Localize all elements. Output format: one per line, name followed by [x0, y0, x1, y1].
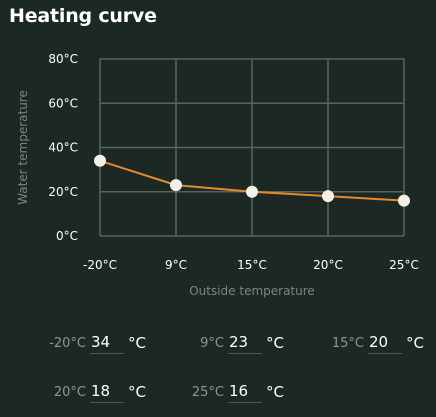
x-tick-label: 25°C	[389, 258, 419, 272]
water-temp-input-minus20[interactable]	[90, 332, 124, 354]
setpoint-label: 20°C	[53, 384, 86, 400]
setpoint-field-3: 15°C °C	[322, 332, 424, 354]
curve-points	[94, 154, 410, 207]
water-temp-input-9[interactable]	[228, 332, 262, 354]
x-axis-ticks: -20°C 9°C 15°C 20°C 25°C	[83, 258, 419, 272]
x-tick-label: 15°C	[237, 258, 267, 272]
setpoint-unit: °C	[128, 334, 146, 352]
heating-curve-chart: 0°C 20°C 40°C 60°C 80°C -20°C 9°C 15°C 20°C 25°C…	[16, 52, 419, 298]
page-title: Heating curve	[9, 5, 157, 27]
x-axis-label: Outside temperature	[189, 284, 315, 298]
setpoint-label: 25°C	[191, 384, 224, 400]
setpoint-label: -20°C	[49, 335, 86, 351]
y-tick-label: 0°C	[56, 229, 78, 243]
setpoint-unit: °C	[266, 334, 284, 352]
x-tick-label: 9°C	[165, 258, 187, 272]
curve-point[interactable]	[322, 190, 334, 203]
curve-point[interactable]	[170, 179, 182, 192]
x-tick-label: 20°C	[313, 258, 343, 272]
setpoint-label: 9°C	[200, 335, 224, 351]
y-axis-label: Water temperature	[16, 90, 30, 205]
setpoint-unit: °C	[266, 383, 284, 401]
y-tick-label: 60°C	[48, 96, 78, 110]
chart-grid	[99, 58, 405, 237]
y-tick-label: 40°C	[48, 141, 78, 155]
y-tick-label: 20°C	[48, 185, 78, 199]
setpoint-field-5: 25°C °C	[182, 381, 284, 403]
water-temp-input-20[interactable]	[90, 381, 124, 403]
curve-point[interactable]	[398, 194, 410, 207]
setpoint-field-2: 9°C °C	[182, 332, 284, 354]
y-axis-ticks: 0°C 20°C 40°C 60°C 80°C	[48, 52, 78, 243]
x-tick-label: -20°C	[83, 258, 117, 272]
y-tick-label: 80°C	[48, 52, 78, 66]
setpoint-field-1: -20°C °C	[44, 332, 146, 354]
setpoint-unit: °C	[406, 334, 424, 352]
curve-point[interactable]	[94, 154, 106, 167]
setpoint-label: 15°C	[331, 335, 364, 351]
water-temp-input-25[interactable]	[228, 381, 262, 403]
setpoint-field-4: 20°C °C	[44, 381, 146, 403]
setpoint-unit: °C	[128, 383, 146, 401]
curve-point[interactable]	[246, 185, 258, 198]
water-temp-input-15[interactable]	[368, 332, 402, 354]
